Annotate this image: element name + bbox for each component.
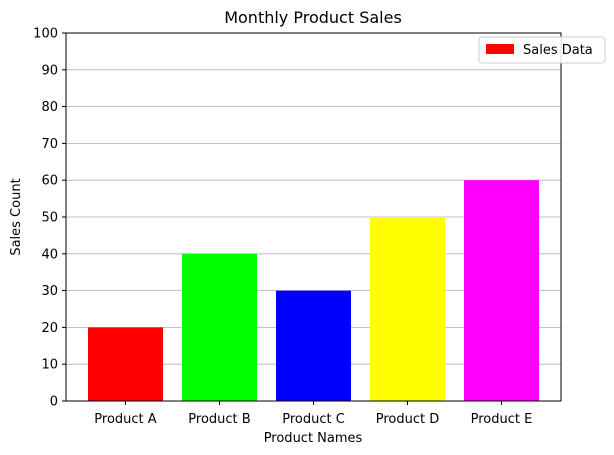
bar-product-a <box>88 327 163 401</box>
y-tick-label: 0 <box>50 395 58 410</box>
legend: Sales Data <box>478 36 606 64</box>
x-axis-label: Product Names <box>264 431 363 446</box>
x-axis-ticks: Product A Product B Product C Product D Prod… <box>94 401 532 427</box>
x-tick-label: Product E <box>471 412 533 427</box>
y-tick-label: 90 <box>41 63 58 78</box>
y-tick-label: 20 <box>41 321 58 336</box>
legend-label: Sales Data <box>523 43 593 58</box>
bar-product-c <box>276 290 351 401</box>
y-tick-label: 100 <box>33 27 58 42</box>
x-tick-label: Product C <box>282 412 345 427</box>
bar-product-e <box>464 180 539 401</box>
bars <box>88 180 539 401</box>
x-tick-label: Product B <box>188 412 250 427</box>
y-tick-label: 50 <box>41 211 58 226</box>
bar-product-b <box>182 253 257 401</box>
y-axis-label: Sales Count <box>9 178 24 255</box>
y-tick-label: 60 <box>41 174 58 189</box>
chart-title: Monthly Product Sales <box>224 8 402 27</box>
x-tick-label: Product A <box>94 412 156 427</box>
x-tick-label: Product D <box>376 412 440 427</box>
bar-product-d <box>370 217 445 401</box>
y-tick-label: 80 <box>41 100 58 115</box>
y-axis-ticks: 0 10 20 30 40 50 60 70 80 90 100 <box>33 27 66 410</box>
y-tick-label: 10 <box>41 358 58 373</box>
y-tick-label: 30 <box>41 284 58 299</box>
legend-swatch <box>486 44 514 54</box>
y-tick-label: 70 <box>41 137 58 152</box>
legend-frame <box>478 36 606 64</box>
y-tick-label: 40 <box>41 247 58 262</box>
